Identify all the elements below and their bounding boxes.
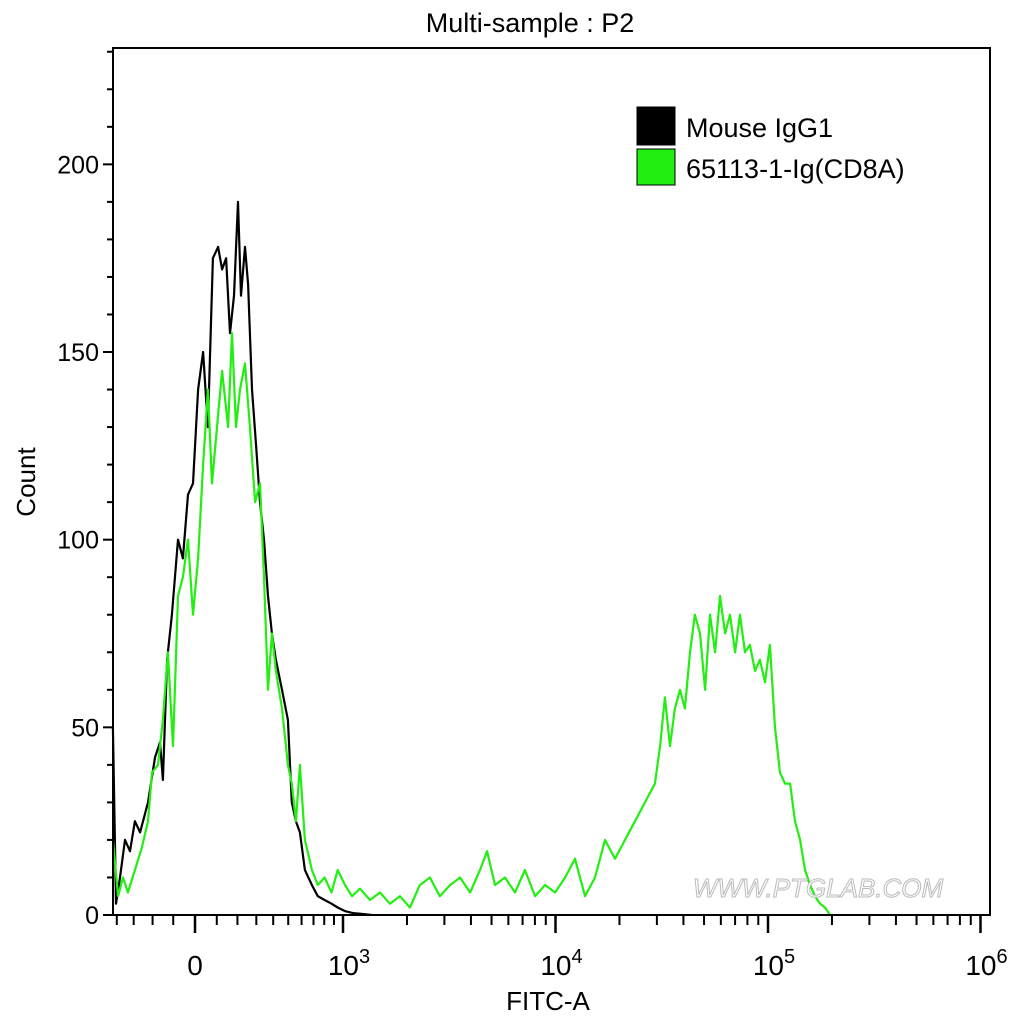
- chart-title: Multi-sample : P2: [426, 8, 635, 38]
- y-tick-label: 100: [57, 527, 99, 555]
- legend-swatch-mouse-igg1: [636, 106, 676, 146]
- y-tick-label: 200: [57, 151, 99, 179]
- y-tick-label: 150: [57, 339, 99, 367]
- watermark: WWW.PTGLAB.COM: [693, 873, 944, 903]
- x-tick-label: 106: [965, 946, 1007, 981]
- x-tick-label: 104: [540, 946, 582, 981]
- x-axis: 0 103 104 105 106: [115, 915, 1008, 981]
- legend-swatch-cd8a: [636, 148, 676, 186]
- x-tick-label: 105: [753, 946, 795, 981]
- legend: Mouse IgG1 65113-1-Ig(CD8A): [636, 106, 905, 186]
- x-tick-label: 103: [328, 946, 370, 981]
- series-layer: [111, 200, 831, 917]
- y-tick-label: 50: [71, 714, 99, 742]
- y-tick-label: 0: [85, 902, 99, 930]
- series-line-0: [111, 200, 372, 917]
- x-tick-label: 0: [187, 950, 203, 981]
- x-axis-label: FITC-A: [506, 986, 590, 1016]
- y-axis: 0 50 100 150 200: [57, 50, 113, 930]
- plot-frame: [112, 47, 991, 916]
- series-line-1: [111, 332, 831, 916]
- y-axis-label: Count: [11, 447, 41, 517]
- legend-label-mouse-igg1: Mouse IgG1: [686, 113, 833, 143]
- legend-label-cd8a: 65113-1-Ig(CD8A): [686, 154, 905, 184]
